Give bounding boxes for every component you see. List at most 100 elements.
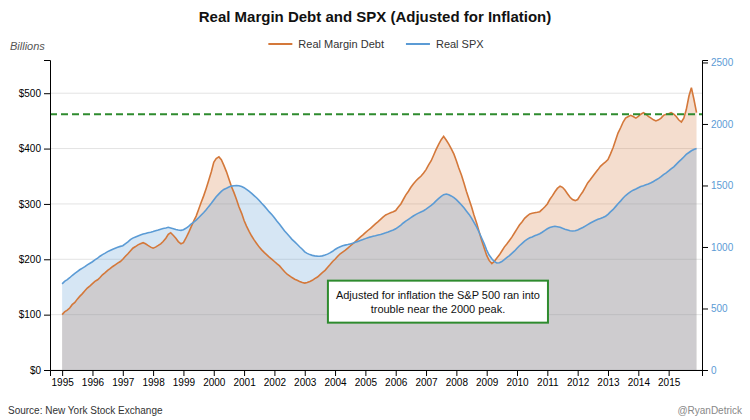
tick-mark <box>547 370 548 376</box>
tick-mark <box>274 370 275 376</box>
chart-container: 1995 1996 1997 1998 1999 2000 2001 2002 2003 2004… <box>0 0 750 420</box>
tick-label: 2015 <box>658 377 681 388</box>
grid-line <box>50 93 702 94</box>
tick: 2000 <box>203 370 226 388</box>
tick-mark <box>44 315 50 316</box>
tick-mark <box>214 370 215 376</box>
tick-label: 2012 <box>567 377 590 388</box>
tick: 1998 <box>142 370 165 388</box>
tick-mark <box>487 370 488 376</box>
tick: $400 <box>19 143 50 154</box>
tick-mark <box>44 93 50 94</box>
annotation: Adjusted for inflation the S&P 500 ran i… <box>328 281 548 323</box>
tick-mark <box>456 370 457 376</box>
tick: 2009 <box>476 370 499 388</box>
y-axis-label: Billions <box>10 40 45 52</box>
tick-mark <box>669 370 670 376</box>
tick-label: 1999 <box>173 377 196 388</box>
legend-label: Real SPX <box>436 38 484 50</box>
y2-axis: 0 500 1000 1500 2000 2500 <box>702 57 734 376</box>
tick-label: 2007 <box>415 377 438 388</box>
tick-mark <box>335 370 336 376</box>
tick-label: 2001 <box>233 377 256 388</box>
plot-area: 1995 1996 1997 1998 1999 2000 2001 2002 2003 2004… <box>19 57 734 388</box>
title: Real Margin Debt and SPX (Adjusted for I… <box>199 8 552 25</box>
legend-item: Real SPX <box>406 38 484 50</box>
tick-label: 500 <box>711 303 728 314</box>
legend: Real Margin Debt Real SPX <box>268 38 484 50</box>
tick: 0 <box>702 365 717 376</box>
tick-label: 2013 <box>597 377 620 388</box>
tick: 1999 <box>173 370 196 388</box>
tick: $0 <box>30 365 50 376</box>
tick-label: 1500 <box>711 180 734 191</box>
tick-label: 2500 <box>711 57 734 68</box>
tick-label: 2003 <box>294 377 317 388</box>
legend-label: Real Margin Debt <box>298 38 384 50</box>
tick: 1000 <box>702 242 734 253</box>
legend-swatch <box>268 43 292 45</box>
tick-label: $100 <box>19 309 42 320</box>
axis-line <box>44 61 51 371</box>
tick: 2004 <box>324 370 347 388</box>
tick: 1996 <box>82 370 105 388</box>
tick-label: 2006 <box>385 377 408 388</box>
tick-mark <box>702 62 708 63</box>
tick-label: 1995 <box>52 377 75 388</box>
tick: 1995 <box>52 370 75 388</box>
area <box>62 149 696 370</box>
tick-mark <box>44 149 50 150</box>
tick-mark <box>396 370 397 376</box>
tick-label: $300 <box>19 199 42 210</box>
tick-label: 2000 <box>711 119 734 130</box>
tick-mark <box>638 370 639 376</box>
tick: 2001 <box>233 370 256 388</box>
tick-label: 0 <box>711 365 717 376</box>
tick: 2012 <box>567 370 590 388</box>
tick-label: $200 <box>19 254 42 265</box>
annotation-box <box>328 281 548 323</box>
tick-mark <box>608 370 609 376</box>
tick: 2011 <box>537 370 559 388</box>
tick: 500 <box>702 303 728 314</box>
tick: 2015 <box>658 370 681 388</box>
tick-label: 1997 <box>112 377 135 388</box>
tick-mark <box>702 185 708 186</box>
tick-mark <box>62 370 63 376</box>
chart-svg: 1995 1996 1997 1998 1999 2000 2001 2002 2003 2004… <box>0 0 750 420</box>
tick: 2000 <box>702 119 734 130</box>
tick-mark <box>123 370 124 376</box>
tick: 2007 <box>415 370 438 388</box>
tick-mark <box>44 259 50 260</box>
watermark: @RyanDetrick <box>677 405 743 416</box>
tick-label: $0 <box>30 365 42 376</box>
tick-mark <box>44 204 50 205</box>
axis-line <box>703 61 709 371</box>
tick-mark <box>702 308 708 309</box>
tick-label: 1000 <box>711 242 734 253</box>
annotation-text: Adjusted for inflation the S&P 500 ran i… <box>336 289 540 315</box>
reference-line <box>50 113 702 115</box>
tick: 2500 <box>702 57 734 68</box>
tick-mark <box>44 370 50 371</box>
tick: 2010 <box>506 370 529 388</box>
tick: $200 <box>19 254 50 265</box>
tick-label: 1996 <box>82 377 105 388</box>
tick-mark <box>183 370 184 376</box>
tick-label: 2010 <box>506 377 529 388</box>
tick-label: 2005 <box>355 377 378 388</box>
tick-label: 2002 <box>264 377 287 388</box>
tick: 2008 <box>446 370 469 388</box>
tick-label: 2008 <box>446 377 469 388</box>
tick: 2014 <box>628 370 651 388</box>
tick-label: 2009 <box>476 377 499 388</box>
source-note: Source: New York Stock Exchange <box>8 405 163 416</box>
tick: 2003 <box>294 370 317 388</box>
area <box>62 88 696 370</box>
axis-line <box>51 371 703 377</box>
tick-mark <box>244 370 245 376</box>
tick: 1500 <box>702 180 734 191</box>
tick-label: 2000 <box>203 377 226 388</box>
tick: 2006 <box>385 370 408 388</box>
tick-mark <box>702 124 708 125</box>
